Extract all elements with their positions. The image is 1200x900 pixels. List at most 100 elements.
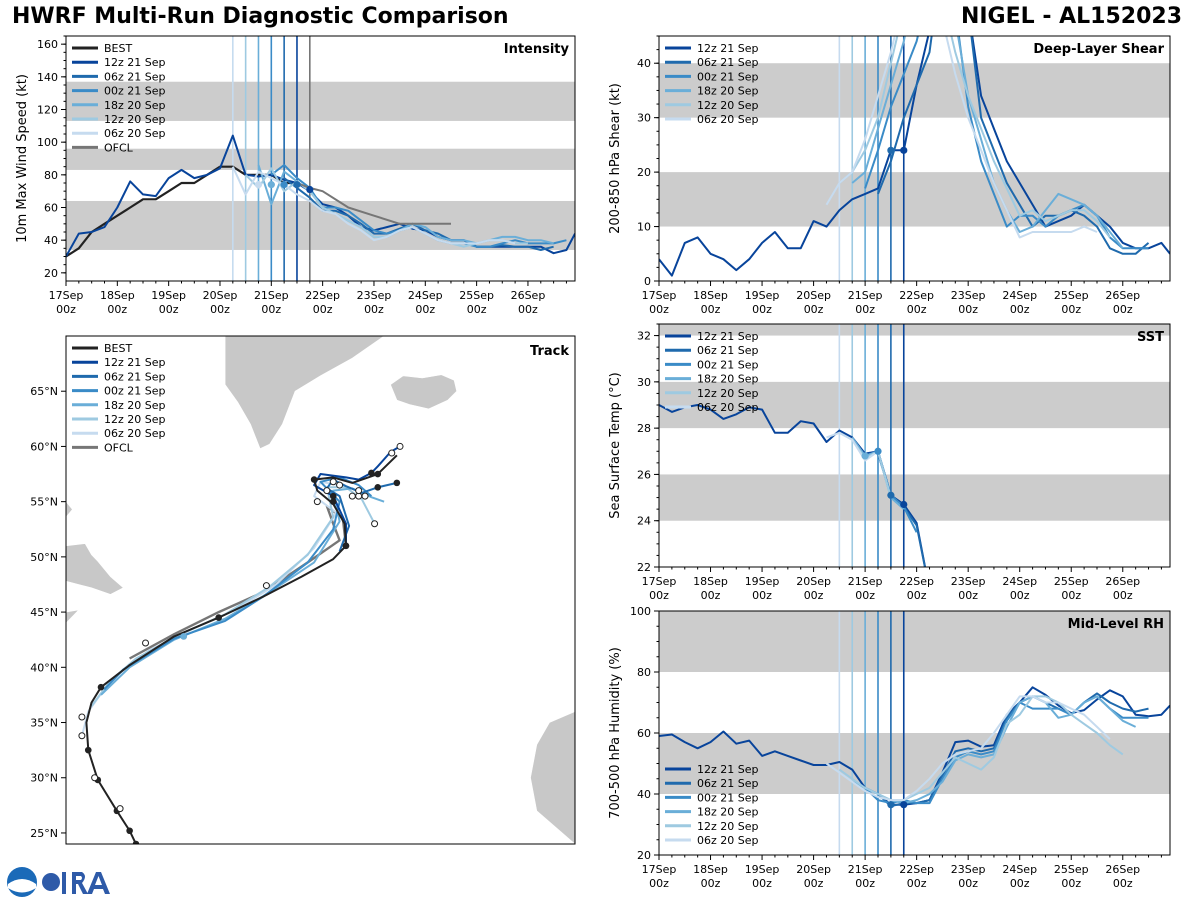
figure-title: HWRF Multi-Run Diagnostic Comparison [12,4,509,29]
y-tick-label: 10 [637,221,651,234]
y-tick-label: 20 [637,166,651,179]
x-tick-day: 18Sep [693,575,728,588]
series-line [825,695,1111,802]
track-marker [374,483,382,491]
legend-label: 00z 21 Sep [104,85,166,98]
x-tick-hour: 00z [1061,303,1081,316]
storm-title: NIGEL - AL152023 [960,4,1182,29]
y-tick-label: 80 [44,169,58,182]
x-tick-hour: 00z [313,303,333,316]
x-tick-day: 20Sep [796,289,831,302]
x-tick-hour: 00z [649,303,669,316]
panel-sst: 22242628303217Sep00z18Sep00z19Sep00z20Se… [608,323,1171,602]
y-axis-label: Sea Surface Temp (°C) [608,372,623,519]
x-tick-hour: 00z [467,303,487,316]
shaded-band [659,733,1170,794]
x-tick-day: 22Sep [899,289,934,302]
legend-label: 18z 20 Sep [697,85,759,98]
y-tick-label: 20 [637,849,651,862]
y-axis-label: 700-500 hPa Humidity (%) [608,647,623,819]
x-tick-hour: 00z [1010,303,1030,316]
land-greenland [224,336,385,450]
legend-label: 12z 21 Sep [697,763,759,776]
x-tick-day: 17Sep [642,863,677,876]
lat-tick-label: 35°N [30,717,58,730]
x-tick-day: 24Sep [1002,863,1037,876]
init-marker [280,181,288,189]
x-tick-day: 26Sep [1105,289,1140,302]
x-tick-hour: 00z [701,877,721,890]
series-line [838,36,1111,239]
plot-area [66,36,575,281]
legend-label: 00z 21 Sep [697,70,759,83]
y-tick-label: 160 [37,38,58,51]
x-tick-hour: 00z [261,303,281,316]
x-tick-hour: 00z [958,877,978,890]
track-marker-hollow [355,487,363,495]
x-tick-day: 26Sep [511,289,546,302]
x-tick-hour: 00z [855,877,875,890]
x-tick-day: 26Sep [1105,863,1140,876]
legend-label: 06z 21 Sep [697,777,759,790]
x-tick-hour: 00z [752,877,772,890]
init-marker [874,447,882,455]
x-tick-day: 18Sep [100,289,135,302]
lat-tick-label: 45°N [30,606,58,619]
track-marker [97,683,105,691]
track-marker [84,746,92,754]
panel-title: Mid-Level RH [1068,617,1164,632]
legend-label: 06z 20 Sep [697,113,759,126]
track-marker-hollow [262,582,270,590]
track-marker [329,498,337,505]
x-tick-day: 19Sep [745,575,780,588]
legend-label: 18z 20 Sep [697,373,759,386]
legend-label: 12z 20 Sep [104,413,166,426]
track-marker-hollow [348,492,356,500]
x-tick-day: 24Sep [408,289,443,302]
x-tick-day: 19Sep [745,289,780,302]
shaded-band [659,611,1170,672]
series-line [826,431,879,462]
legend-label: 12z 20 Sep [697,820,759,833]
y-tick-label: 32 [637,330,651,343]
land-nova-scotia [66,609,80,624]
x-tick-day: 21Sep [848,289,883,302]
legend-label: 06z 21 Sep [697,56,759,69]
track-marker-hollow [116,805,124,813]
track-marker [180,633,188,640]
track-marker [126,827,133,835]
x-tick-hour: 00z [855,303,875,316]
x-tick-hour: 00z [907,589,927,602]
x-tick-day: 20Sep [796,863,831,876]
x-tick-hour: 00z [210,303,230,316]
track-marker [310,476,318,483]
x-tick-hour: 00z [649,877,669,890]
x-tick-hour: 00z [1113,877,1133,890]
init-marker [900,500,908,509]
track-marker [374,470,382,478]
x-tick-day: 21Sep [254,289,289,302]
x-tick-day: 22Sep [899,863,934,876]
noaa-wave-icon [8,879,36,893]
x-tick-hour: 00z [752,589,772,602]
x-tick-day: 25Sep [459,289,494,302]
track-marker [342,542,350,550]
x-tick-day: 19Sep [151,289,186,302]
legend-label: 06z 20 Sep [697,834,759,847]
x-tick-hour: 00z [415,303,435,316]
cira-globe-icon [42,873,60,891]
panel-title: Deep-Layer Shear [1033,42,1164,57]
y-tick-label: 0 [644,275,651,288]
legend-label: 12z 20 Sep [697,387,759,400]
init-marker [887,491,895,499]
lat-tick-label: 60°N [30,440,58,453]
panel-rh: 2040608010017Sep00z18Sep00z19Sep00z20Sep… [608,605,1171,890]
legend-label: 00z 21 Sep [697,791,759,804]
lat-tick-label: 25°N [30,827,58,840]
legend-label: 12z 21 Sep [697,330,759,343]
land-iceland [390,374,458,410]
x-tick-hour: 00z [518,303,538,316]
x-tick-hour: 00z [752,303,772,316]
track-marker-hollow [78,713,86,721]
x-tick-hour: 00z [907,877,927,890]
